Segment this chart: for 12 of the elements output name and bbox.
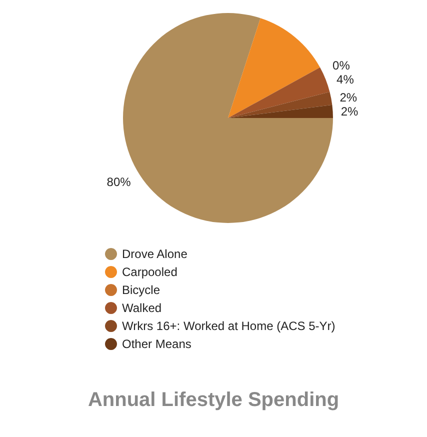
legend-label: Wrkrs 16+: Worked at Home (ACS 5-Yr) <box>122 319 336 333</box>
legend-label: Other Means <box>122 337 192 351</box>
legend-label: Walked <box>122 301 162 315</box>
legend-label: Carpooled <box>122 265 178 279</box>
legend-label: Bicycle <box>122 283 160 297</box>
text: 0% <box>332 58 350 72</box>
data-label: 4% <box>336 72 354 86</box>
data-label: 2% <box>340 104 359 119</box>
text: Annual Lifestyle Spending <box>88 389 340 411</box>
legend-label: Drove Alone <box>122 247 188 261</box>
data-label: 2% <box>340 90 358 105</box>
data-label: 80% <box>106 175 132 190</box>
